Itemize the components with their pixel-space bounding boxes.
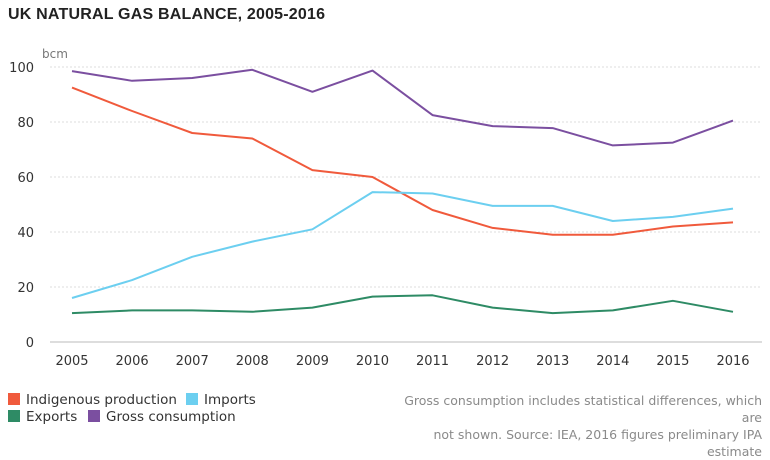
- y-tick-label: 60: [17, 171, 34, 186]
- legend-label: Exports: [26, 409, 78, 425]
- source-note-line-2: not shown. Source: IEA, 2016 figures pre…: [433, 427, 762, 459]
- chart-title: UK NATURAL GAS BALANCE, 2005-2016: [8, 6, 326, 23]
- y-axis-ticks: 0 20 40 60 80 100: [9, 61, 34, 351]
- x-tick-label: 2007: [176, 354, 209, 369]
- x-tick-label: 2005: [55, 354, 88, 369]
- x-tick-label: 2006: [116, 354, 149, 369]
- series-line-indigenous-production: [71, 86, 734, 236]
- series-line-exports: [71, 294, 734, 315]
- x-tick-label: 2013: [536, 354, 569, 369]
- legend-item-exports: Exports: [8, 409, 77, 425]
- legend-item-indigenous-production: Indigenous production: [8, 392, 177, 408]
- series-lines: [71, 68, 734, 315]
- legend-swatch-indigenous-production: [8, 393, 20, 405]
- series-line-gross-consumption: [71, 68, 734, 147]
- legend-item-gross-consumption: Gross consumption: [88, 409, 236, 425]
- y-tick-label: 20: [17, 281, 34, 296]
- x-tick-label: 2014: [596, 354, 629, 369]
- x-tick-label: 2011: [416, 354, 449, 369]
- y-tick-label: 40: [17, 226, 34, 241]
- y-tick-label: 100: [9, 61, 34, 76]
- x-tick-label: 2016: [716, 354, 749, 369]
- gridlines: [50, 66, 762, 343]
- legend-swatch-gross-consumption: [88, 410, 100, 422]
- y-tick-label: 0: [26, 336, 34, 351]
- legend-swatch-exports: [8, 410, 20, 422]
- legend-label: Imports: [204, 392, 256, 408]
- source-note-line-1: Gross consumption includes statistical d…: [404, 393, 762, 425]
- x-tick-label: 2012: [476, 354, 509, 369]
- x-axis-ticks: 2005 2006 2007 2008 2009 2010 2011 2012 2013 2014…: [55, 354, 749, 369]
- legend-label: Gross consumption: [106, 409, 236, 425]
- legend-label: Indigenous production: [26, 392, 177, 408]
- y-tick-label: 80: [17, 116, 34, 131]
- x-tick-label: 2009: [296, 354, 329, 369]
- series-line-imports: [71, 191, 734, 299]
- x-tick-label: 2015: [656, 354, 689, 369]
- x-tick-label: 2008: [236, 354, 269, 369]
- legend-item-imports: Imports: [186, 392, 256, 408]
- y-axis-unit-label: bcm: [42, 47, 68, 61]
- line-chart: 0 20 40 60 80 100 2005 2006 2007 2008 2009 2010 201…: [9, 47, 762, 369]
- legend-swatch-imports: [186, 393, 198, 405]
- source-note: Gross consumption includes statistical d…: [382, 392, 762, 460]
- x-tick-label: 2010: [356, 354, 389, 369]
